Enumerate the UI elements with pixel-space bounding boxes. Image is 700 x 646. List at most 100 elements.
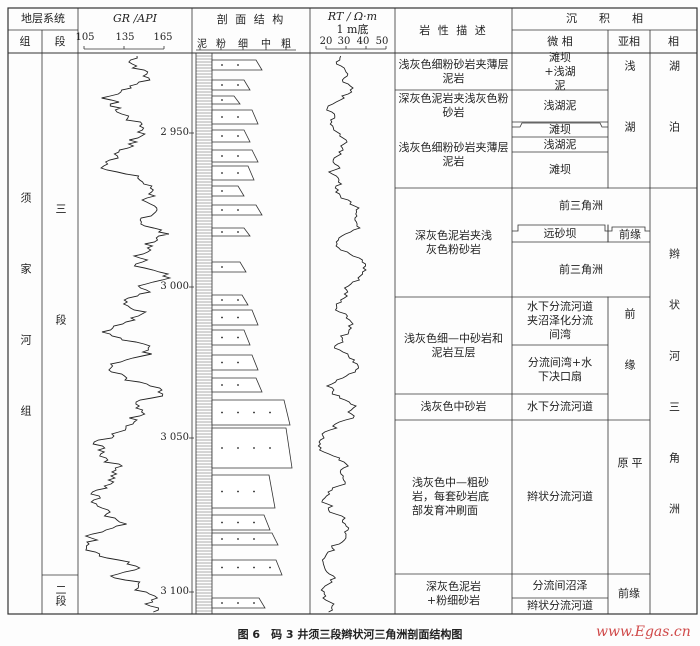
microfacies-cell: 滩坝+浅湖泥 — [544, 50, 576, 92]
grain-dot — [221, 64, 223, 66]
grain-dot — [221, 172, 223, 174]
sandstone-bed — [211, 227, 251, 237]
grain-dot — [237, 299, 239, 301]
sandstone-bed — [211, 399, 291, 426]
lithology-desc: 深灰色泥岩+粉细砂岩 — [426, 580, 481, 607]
rt-subheader: 1 m底 — [336, 23, 369, 36]
grain-dot — [237, 116, 239, 118]
grain-dot — [221, 99, 223, 101]
grain-dot — [237, 135, 239, 137]
sandstone-bed — [211, 59, 263, 71]
grain-dot — [221, 521, 223, 524]
grain-size-label: 中 — [261, 39, 271, 50]
profile-header: 剖 面 结 构 — [216, 13, 286, 26]
grain-dot — [221, 336, 223, 339]
grain-dot — [237, 316, 239, 319]
sandstone-bed — [211, 185, 245, 197]
grain-dot — [221, 135, 223, 137]
watermark: www.Egas.cn — [596, 624, 691, 640]
mask — [607, 242, 610, 297]
grain-dot — [237, 172, 239, 174]
grain-dot — [253, 602, 255, 604]
sandstone-bed — [211, 354, 259, 371]
gr-tick: 165 — [153, 32, 173, 43]
sandstone-bed — [211, 129, 251, 143]
facies-cell: 湖泊 — [667, 59, 681, 182]
grain-dot — [221, 116, 223, 118]
grain-dot — [221, 266, 223, 268]
sandstone-bed — [211, 149, 259, 163]
grain-dot — [221, 155, 223, 157]
grain-dot — [237, 64, 239, 66]
facies-header: 相 — [668, 34, 679, 48]
sandstone-bed — [211, 559, 283, 576]
grain-dot — [221, 566, 223, 569]
grain-dot — [221, 84, 223, 86]
gr-tick: 105 — [75, 32, 95, 43]
grain-dot — [253, 566, 255, 569]
mask — [607, 188, 610, 225]
subfacies-cell: 浅湖 — [623, 59, 636, 182]
sandstone-bed — [211, 109, 259, 125]
sandstone-bed — [211, 309, 259, 326]
grain-dot — [221, 490, 223, 493]
grain-size-label: 粉 — [216, 39, 226, 50]
sandstone-bed — [211, 165, 255, 181]
subfacies-cell: 前缘 — [623, 307, 636, 410]
sandstone-bed — [211, 377, 263, 393]
sandstone-bed — [211, 261, 247, 273]
grain-dot — [237, 231, 239, 233]
grain-dot — [237, 521, 239, 524]
sandstone-bed — [211, 79, 251, 91]
grain-dot — [221, 602, 223, 604]
grain-dot — [221, 384, 223, 386]
grain-dot — [221, 538, 223, 540]
grain-dot — [237, 411, 239, 414]
sandstone-bed — [211, 474, 276, 509]
rt-header: RT / Ω·m — [327, 10, 378, 23]
grain-dot — [221, 209, 223, 211]
microfacies-cell: 浅湖泥 — [543, 137, 577, 151]
sed-facies-header: 沉 积 相 — [566, 12, 643, 25]
grain-dot — [269, 447, 271, 449]
rt-tick: 50 — [375, 36, 389, 47]
lithology-desc: 浅灰色细—中砂岩和泥岩互层 — [404, 331, 503, 359]
formation-header: 组 — [19, 34, 31, 48]
figure-caption: 图 6 码 3 井须三段辫状河三角洲剖面结构图 — [237, 628, 463, 641]
grain-dot — [237, 155, 239, 157]
facies-cell: 辫状河三角洲 — [667, 248, 681, 554]
rt-tick: 20 — [319, 36, 333, 47]
microfacies-cell: 远砂坝 — [543, 227, 577, 240]
grain-dot — [237, 602, 239, 604]
table-frame — [7, 7, 698, 615]
subfacies-cell: 平原 — [616, 456, 643, 538]
microfacies-cell: 前三角洲 — [559, 262, 603, 276]
grain-size-label: 细 — [238, 39, 248, 50]
depth-label: 3 000 — [160, 281, 189, 292]
grain-dot — [253, 447, 255, 449]
grain-dot — [221, 411, 223, 414]
grain-dot — [221, 361, 223, 364]
gr-header: GR /API — [113, 12, 157, 25]
subfacies-header: 亚相 — [618, 34, 640, 48]
depth-label: 3 050 — [160, 432, 189, 443]
grain-dot — [221, 316, 223, 319]
member-label: 二段 — [54, 583, 67, 606]
grain-size-label: 粗 — [281, 39, 291, 50]
grain-dot — [269, 411, 271, 414]
grain-dot — [253, 490, 255, 493]
microfacies-cell: 水下分流河道 — [527, 400, 593, 413]
grain-dot — [237, 447, 239, 449]
grain-dot — [221, 299, 223, 301]
lithology-desc: 浅灰色中—粗砂岩，每套砂岩底部发育冲刷面 — [412, 476, 489, 517]
grain-size-label: 泥 — [197, 39, 207, 50]
lithology-desc: 浅灰色中砂岩 — [420, 400, 487, 413]
member-header: 段 — [54, 34, 66, 48]
sandstone-bed — [211, 532, 279, 546]
grain-dot — [221, 447, 223, 449]
lithology-desc: 深灰色泥岩夹浅灰色粉砂岩 — [398, 92, 509, 119]
formation-label: 须家河组 — [19, 191, 32, 476]
sandstone-bed — [211, 95, 241, 105]
